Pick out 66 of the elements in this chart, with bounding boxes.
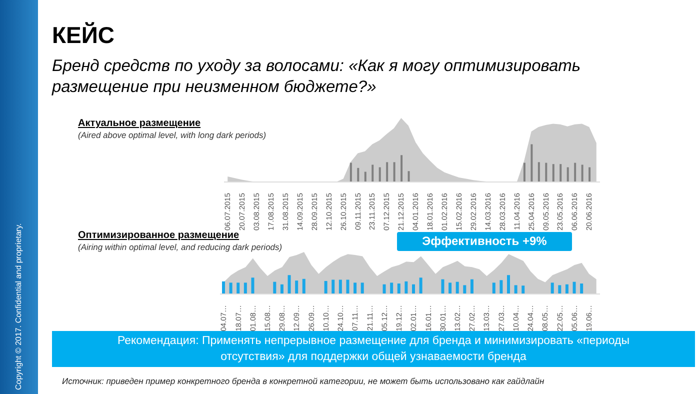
bar xyxy=(346,280,350,294)
bar xyxy=(364,172,366,182)
bar xyxy=(588,167,591,182)
text: Актуальное размещение xyxy=(78,118,202,129)
text: Эффективность +9% xyxy=(397,232,572,251)
bar xyxy=(572,282,576,294)
bar xyxy=(492,282,496,294)
bar xyxy=(412,284,415,294)
bar xyxy=(251,278,254,294)
text: Copyright © 2017. Confidential and proprietary. xyxy=(14,223,23,390)
bar xyxy=(244,282,247,294)
bar xyxy=(560,164,562,182)
bar xyxy=(523,162,526,182)
bar xyxy=(463,285,466,294)
bar xyxy=(470,279,474,294)
bar xyxy=(580,284,584,294)
bar xyxy=(382,284,386,294)
text: Бренд средств по уходу за волосами: «Как я могу оптимизировать размещение при неизменном бюджете?» xyxy=(52,56,582,98)
bar xyxy=(530,144,533,182)
bar xyxy=(350,162,352,182)
bar xyxy=(236,282,240,294)
bar xyxy=(538,162,540,182)
bar xyxy=(558,285,562,294)
bar xyxy=(500,280,503,294)
bar xyxy=(507,275,510,294)
bar xyxy=(408,171,410,182)
bar xyxy=(386,162,388,182)
bar xyxy=(273,282,276,294)
bar xyxy=(222,281,225,294)
bar xyxy=(360,282,364,294)
bar xyxy=(288,275,291,294)
bar xyxy=(295,280,298,294)
bar xyxy=(552,164,554,182)
bar xyxy=(448,282,452,294)
text: КЕЙС xyxy=(52,22,115,49)
bar xyxy=(404,281,408,294)
chart-subtitle: (Airing within optimal level, and reducing dark periods) xyxy=(78,242,282,252)
bar xyxy=(324,280,328,294)
bar xyxy=(229,282,232,294)
bar xyxy=(390,282,394,294)
bar xyxy=(419,278,422,294)
bar xyxy=(550,282,554,294)
text: Рекомендация: Применять непрерывное размещение для бренда и минимизировать «периоды отсутствия» для поддержки общей узнаваемости бренда xyxy=(52,331,695,367)
bar xyxy=(581,164,584,182)
bar xyxy=(400,155,403,182)
bar xyxy=(372,164,374,182)
bar xyxy=(354,282,357,294)
bar xyxy=(332,280,335,294)
chart-title: Оптимизированное размещение xyxy=(78,230,240,241)
bar xyxy=(522,286,525,294)
bar xyxy=(302,278,306,294)
bar xyxy=(393,162,396,182)
bar xyxy=(514,285,518,294)
bar xyxy=(441,279,444,294)
bar xyxy=(566,167,569,182)
bar xyxy=(280,284,284,294)
text: Источник: приведен пример конкретного бренда в конкретной категории, не может быть использовано как гайдлайн xyxy=(62,376,544,386)
bar xyxy=(456,282,459,294)
bar xyxy=(378,167,381,182)
bar xyxy=(545,162,548,182)
bar xyxy=(565,284,568,294)
bar xyxy=(357,168,360,182)
bar xyxy=(574,162,576,182)
text: (Aired above optimal level, with long dark periods) xyxy=(78,130,266,140)
bar xyxy=(397,284,400,294)
bar xyxy=(338,280,342,294)
